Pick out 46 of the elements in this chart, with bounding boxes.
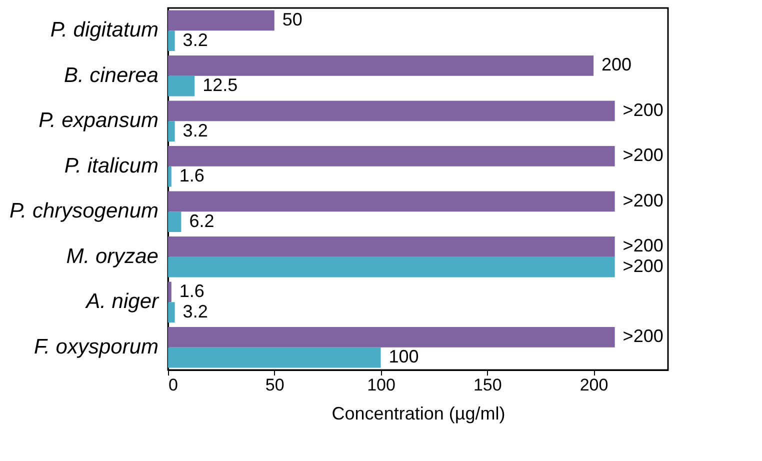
- y-tick-label: M. oryzae: [66, 244, 158, 268]
- bar: [168, 256, 615, 278]
- data-label: >200: [622, 100, 664, 120]
- bar: [168, 100, 615, 122]
- data-label: 12.5: [202, 75, 238, 96]
- bar: [168, 10, 274, 31]
- data-label: 100: [388, 346, 419, 367]
- y-tick-label: P. expansum: [38, 109, 158, 132]
- bar: [168, 282, 172, 302]
- data-label: >200: [622, 145, 664, 166]
- x-tick-label: 200: [580, 376, 608, 394]
- data-label: >200: [622, 256, 664, 276]
- data-label: 3.2: [182, 30, 208, 50]
- data-label: >200: [622, 190, 664, 210]
- x-axis-title: Concentration (µg/ml): [332, 404, 506, 424]
- y-tick-label: P. digitatum: [50, 18, 158, 42]
- bar: [168, 236, 615, 257]
- data-label: 50: [282, 9, 302, 30]
- x-tick-label: 150: [473, 376, 502, 394]
- x-tick-label: 50: [265, 376, 284, 394]
- data-label: >200: [622, 326, 664, 346]
- y-tick-label: P. italicum: [64, 154, 158, 178]
- bar: [168, 327, 615, 348]
- data-label: 6.2: [189, 210, 214, 231]
- y-tick-label: P. chrysogenum: [9, 200, 158, 223]
- bar: [168, 302, 175, 322]
- bar: [168, 30, 175, 51]
- bar: [168, 121, 175, 142]
- bar: [168, 76, 195, 96]
- data-label: 3.2: [182, 301, 208, 322]
- y-tick-label: B. cinerea: [64, 64, 158, 87]
- bar: [168, 56, 594, 76]
- x-tick-label: 0: [168, 376, 178, 394]
- y-tick-label: A. niger: [84, 290, 160, 314]
- y-tick-label: F. oxysporum: [34, 335, 158, 358]
- bar: [168, 166, 172, 187]
- x-tick-label: 100: [367, 376, 396, 394]
- bar: [168, 212, 182, 232]
- data-label: 1.6: [179, 166, 204, 186]
- bar: [168, 146, 615, 166]
- bar: [168, 191, 615, 212]
- data-label: 3.2: [182, 120, 208, 140]
- data-label: 1.6: [179, 280, 204, 301]
- data-label: 200: [602, 54, 632, 75]
- bar: [168, 347, 381, 368]
- data-label: >200: [622, 236, 664, 256]
